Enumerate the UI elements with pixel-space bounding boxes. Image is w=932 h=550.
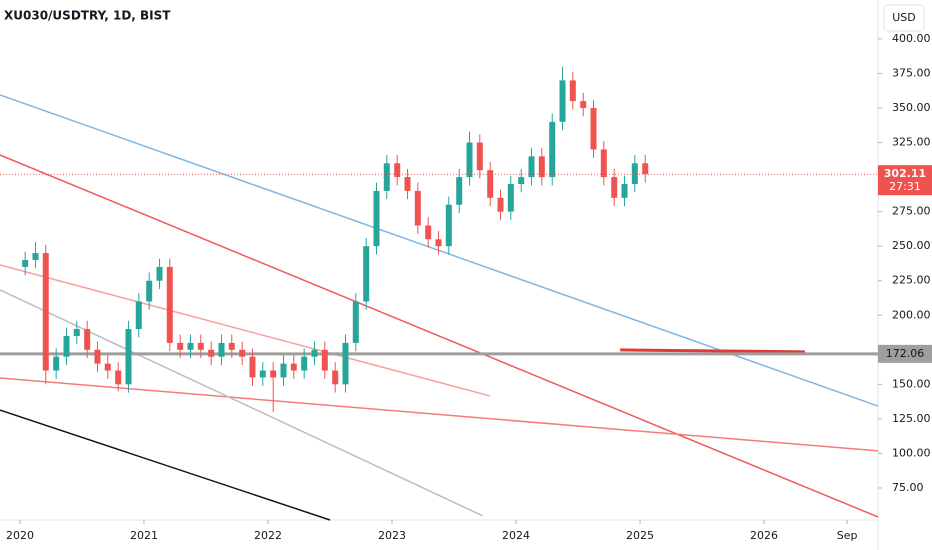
currency-label[interactable]: USD [892, 11, 916, 24]
y-tick-label: 350.00 [892, 101, 931, 114]
y-tick-label: 400.00 [892, 32, 931, 45]
candle-body [476, 142, 483, 171]
candle-body [549, 121, 556, 178]
y-tick-label: 325.00 [892, 136, 931, 149]
candle-body [104, 363, 111, 371]
trend-line [0, 377, 879, 452]
y-tick-label: 100.00 [892, 446, 931, 459]
trend-line [620, 348, 805, 354]
candle-body [321, 349, 328, 371]
candle-body [404, 177, 411, 191]
candle-body [301, 356, 308, 371]
candle-body [228, 342, 235, 350]
y-tick-label: 125.00 [892, 412, 931, 425]
trend-line [0, 409, 331, 521]
candle-body [187, 342, 194, 350]
candle-body [507, 184, 514, 212]
candle-body [259, 370, 266, 378]
x-tick-label: 2024 [502, 529, 530, 542]
candle-body [383, 163, 390, 191]
candle-body [218, 342, 225, 357]
candle-body [166, 266, 173, 343]
x-tick-label: 2023 [378, 529, 406, 542]
candle-body [569, 80, 576, 102]
last-price-box [878, 165, 932, 196]
candle-body [466, 142, 473, 178]
y-tick-label: 150.00 [892, 377, 931, 390]
candle-body [53, 356, 60, 371]
candle-body [590, 108, 597, 150]
candle-body [642, 163, 649, 175]
candle-body [63, 335, 70, 357]
candle-body [342, 342, 349, 385]
candle-body [177, 342, 184, 350]
candle-body [270, 370, 277, 378]
y-tick-label: 250.00 [892, 239, 931, 252]
candle-body [611, 177, 618, 198]
candle-body [22, 260, 29, 267]
level-label: 172.06 [886, 347, 925, 360]
x-tick-label: 2020 [6, 529, 34, 542]
trend-line [0, 154, 879, 518]
candle-body [332, 370, 339, 385]
candle-body [621, 184, 628, 198]
candle-body [363, 246, 370, 302]
candle-body [487, 170, 494, 198]
candle-body [156, 266, 163, 281]
candle-body [32, 253, 39, 260]
x-tick-label: Sep [837, 529, 858, 542]
trend-line [0, 264, 491, 397]
x-tick-label: 2026 [750, 529, 778, 542]
y-tick-label: 75.00 [892, 481, 924, 494]
candle-body [559, 80, 566, 122]
candle-body [518, 177, 525, 185]
candle-body [94, 349, 101, 364]
candle-body [425, 225, 432, 240]
candle-body [528, 156, 535, 178]
candle-body [311, 349, 318, 357]
y-tick-label: 200.00 [892, 308, 931, 321]
candle-body [600, 149, 607, 178]
currency-button[interactable] [883, 4, 925, 32]
candle-body [445, 204, 452, 247]
candle-body [456, 177, 463, 205]
candle-body [73, 329, 80, 336]
candle-body [394, 163, 401, 178]
candle-body [538, 156, 545, 178]
y-tick-label: 375.00 [892, 66, 931, 79]
y-tick-label: 275.00 [892, 205, 931, 218]
last-price-label: 302.11 [884, 167, 926, 180]
x-tick-label: 2025 [626, 529, 654, 542]
countdown: 27:31 [889, 180, 921, 193]
candle-body [42, 253, 49, 371]
level-label-box [878, 344, 932, 363]
candle-body [146, 280, 153, 302]
candle-body [135, 301, 142, 330]
candle-body [280, 363, 287, 378]
candle-body [290, 363, 297, 371]
candle-body [631, 163, 638, 185]
trend-line [0, 289, 484, 517]
candle-body [84, 329, 91, 350]
candle-body [435, 239, 442, 247]
candle-body [497, 197, 504, 212]
candle-body [352, 301, 359, 343]
candle-body [414, 190, 421, 226]
candle-body [239, 349, 246, 357]
x-tick-label: 2021 [130, 529, 158, 542]
candle-body [125, 329, 132, 385]
candle-body [580, 101, 587, 109]
x-tick-label: 2022 [254, 529, 282, 542]
chart-title: XU030/USDTRY, 1D, BIST [4, 9, 171, 23]
candle-body [373, 190, 380, 247]
candle-body [208, 349, 215, 357]
y-tick-label: 225.00 [892, 274, 931, 287]
candle-body [115, 370, 122, 385]
candle-body [249, 356, 256, 378]
candle-body [197, 342, 204, 350]
